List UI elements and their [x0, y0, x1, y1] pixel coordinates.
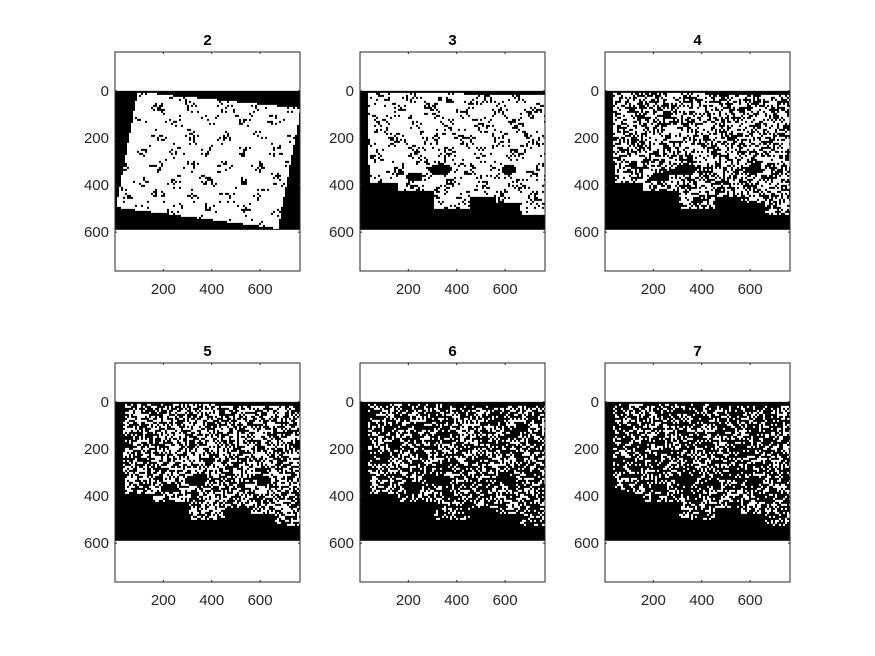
white-pixels: [368, 92, 546, 215]
panel-2: 2 200 400 600 0 200 400 600: [84, 32, 301, 298]
panel-title: 3: [448, 32, 456, 49]
binary-image-pixels: [613, 403, 791, 526]
x-tick-label: 400: [199, 592, 224, 609]
binary-image-pixels: [368, 92, 546, 215]
x-tick-label: 200: [151, 281, 176, 298]
x-tick-label: 200: [396, 281, 421, 298]
axes-box: [114, 51, 301, 272]
panel-title: 5: [203, 343, 211, 360]
x-tick-label: 400: [444, 592, 469, 609]
y-tick-label: 0: [591, 394, 599, 411]
binary-image-pixels: [123, 403, 301, 526]
y-tick-label: 400: [329, 177, 354, 194]
x-tick-label: 600: [248, 592, 273, 609]
x-tick-label: 400: [199, 281, 224, 298]
white-pixels: [613, 92, 791, 215]
panel-title: 7: [693, 343, 701, 360]
axes-box: [604, 362, 791, 583]
white-pixels: [613, 403, 791, 526]
binary-image-pixels: [117, 92, 301, 229]
y-tick-label: 0: [346, 83, 354, 100]
y-tick-label: 0: [346, 394, 354, 411]
x-tick-label: 600: [493, 281, 518, 298]
y-tick-label: 400: [574, 488, 599, 505]
white-pixels: [368, 403, 546, 526]
y-tick-label: 200: [84, 441, 109, 458]
binary-image-pixels: [368, 403, 546, 526]
axes-box: [114, 362, 301, 583]
y-tick-label: 600: [84, 535, 109, 552]
y-tick-label: 200: [329, 130, 354, 147]
x-tick-label: 400: [689, 592, 714, 609]
axes-box: [359, 362, 546, 583]
y-tick-label: 600: [329, 535, 354, 552]
x-tick-label: 600: [248, 281, 273, 298]
white-pixels: [123, 403, 301, 526]
y-tick-label: 200: [84, 130, 109, 147]
y-tick-label: 200: [574, 130, 599, 147]
panel-title: 4: [693, 32, 702, 49]
axes-box: [359, 51, 546, 272]
x-tick-label: 200: [396, 592, 421, 609]
x-tick-label: 600: [738, 592, 763, 609]
x-tick-label: 400: [689, 281, 714, 298]
y-tick-label: 400: [329, 488, 354, 505]
panel-3: 3 200 400 600 0 200 400 600: [329, 32, 546, 298]
x-tick-label: 600: [493, 592, 518, 609]
y-tick-label: 400: [574, 177, 599, 194]
y-tick-label: 200: [574, 441, 599, 458]
y-tick-label: 0: [101, 394, 109, 411]
x-tick-label: 200: [641, 592, 666, 609]
x-tick-label: 600: [738, 281, 763, 298]
x-tick-label: 200: [641, 281, 666, 298]
image-background: [360, 401, 545, 541]
y-tick-label: 400: [84, 488, 109, 505]
y-tick-label: 200: [329, 441, 354, 458]
y-tick-label: 400: [84, 177, 109, 194]
y-tick-label: 0: [591, 83, 599, 100]
x-tick-label: 200: [151, 592, 176, 609]
white-pixels: [117, 92, 301, 229]
x-tick-label: 400: [444, 281, 469, 298]
y-tick-label: 600: [84, 224, 109, 241]
panel-4: 4 200 400 600 0 200 400 600: [574, 32, 791, 298]
panel-6: 6 200 400 600 0 200 400 600: [329, 343, 546, 609]
panel-7: 7 200 400 600 0 200 400 600: [574, 343, 791, 609]
binary-image-pixels: [613, 92, 791, 215]
y-tick-label: 600: [574, 224, 599, 241]
panel-5: 5 200 400 600 0 200 400 600: [84, 343, 301, 609]
y-tick-label: 600: [329, 224, 354, 241]
y-tick-label: 0: [101, 83, 109, 100]
axes-box: [604, 51, 791, 272]
panel-title: 2: [203, 32, 211, 49]
panel-title: 6: [448, 343, 456, 360]
y-tick-label: 600: [574, 535, 599, 552]
